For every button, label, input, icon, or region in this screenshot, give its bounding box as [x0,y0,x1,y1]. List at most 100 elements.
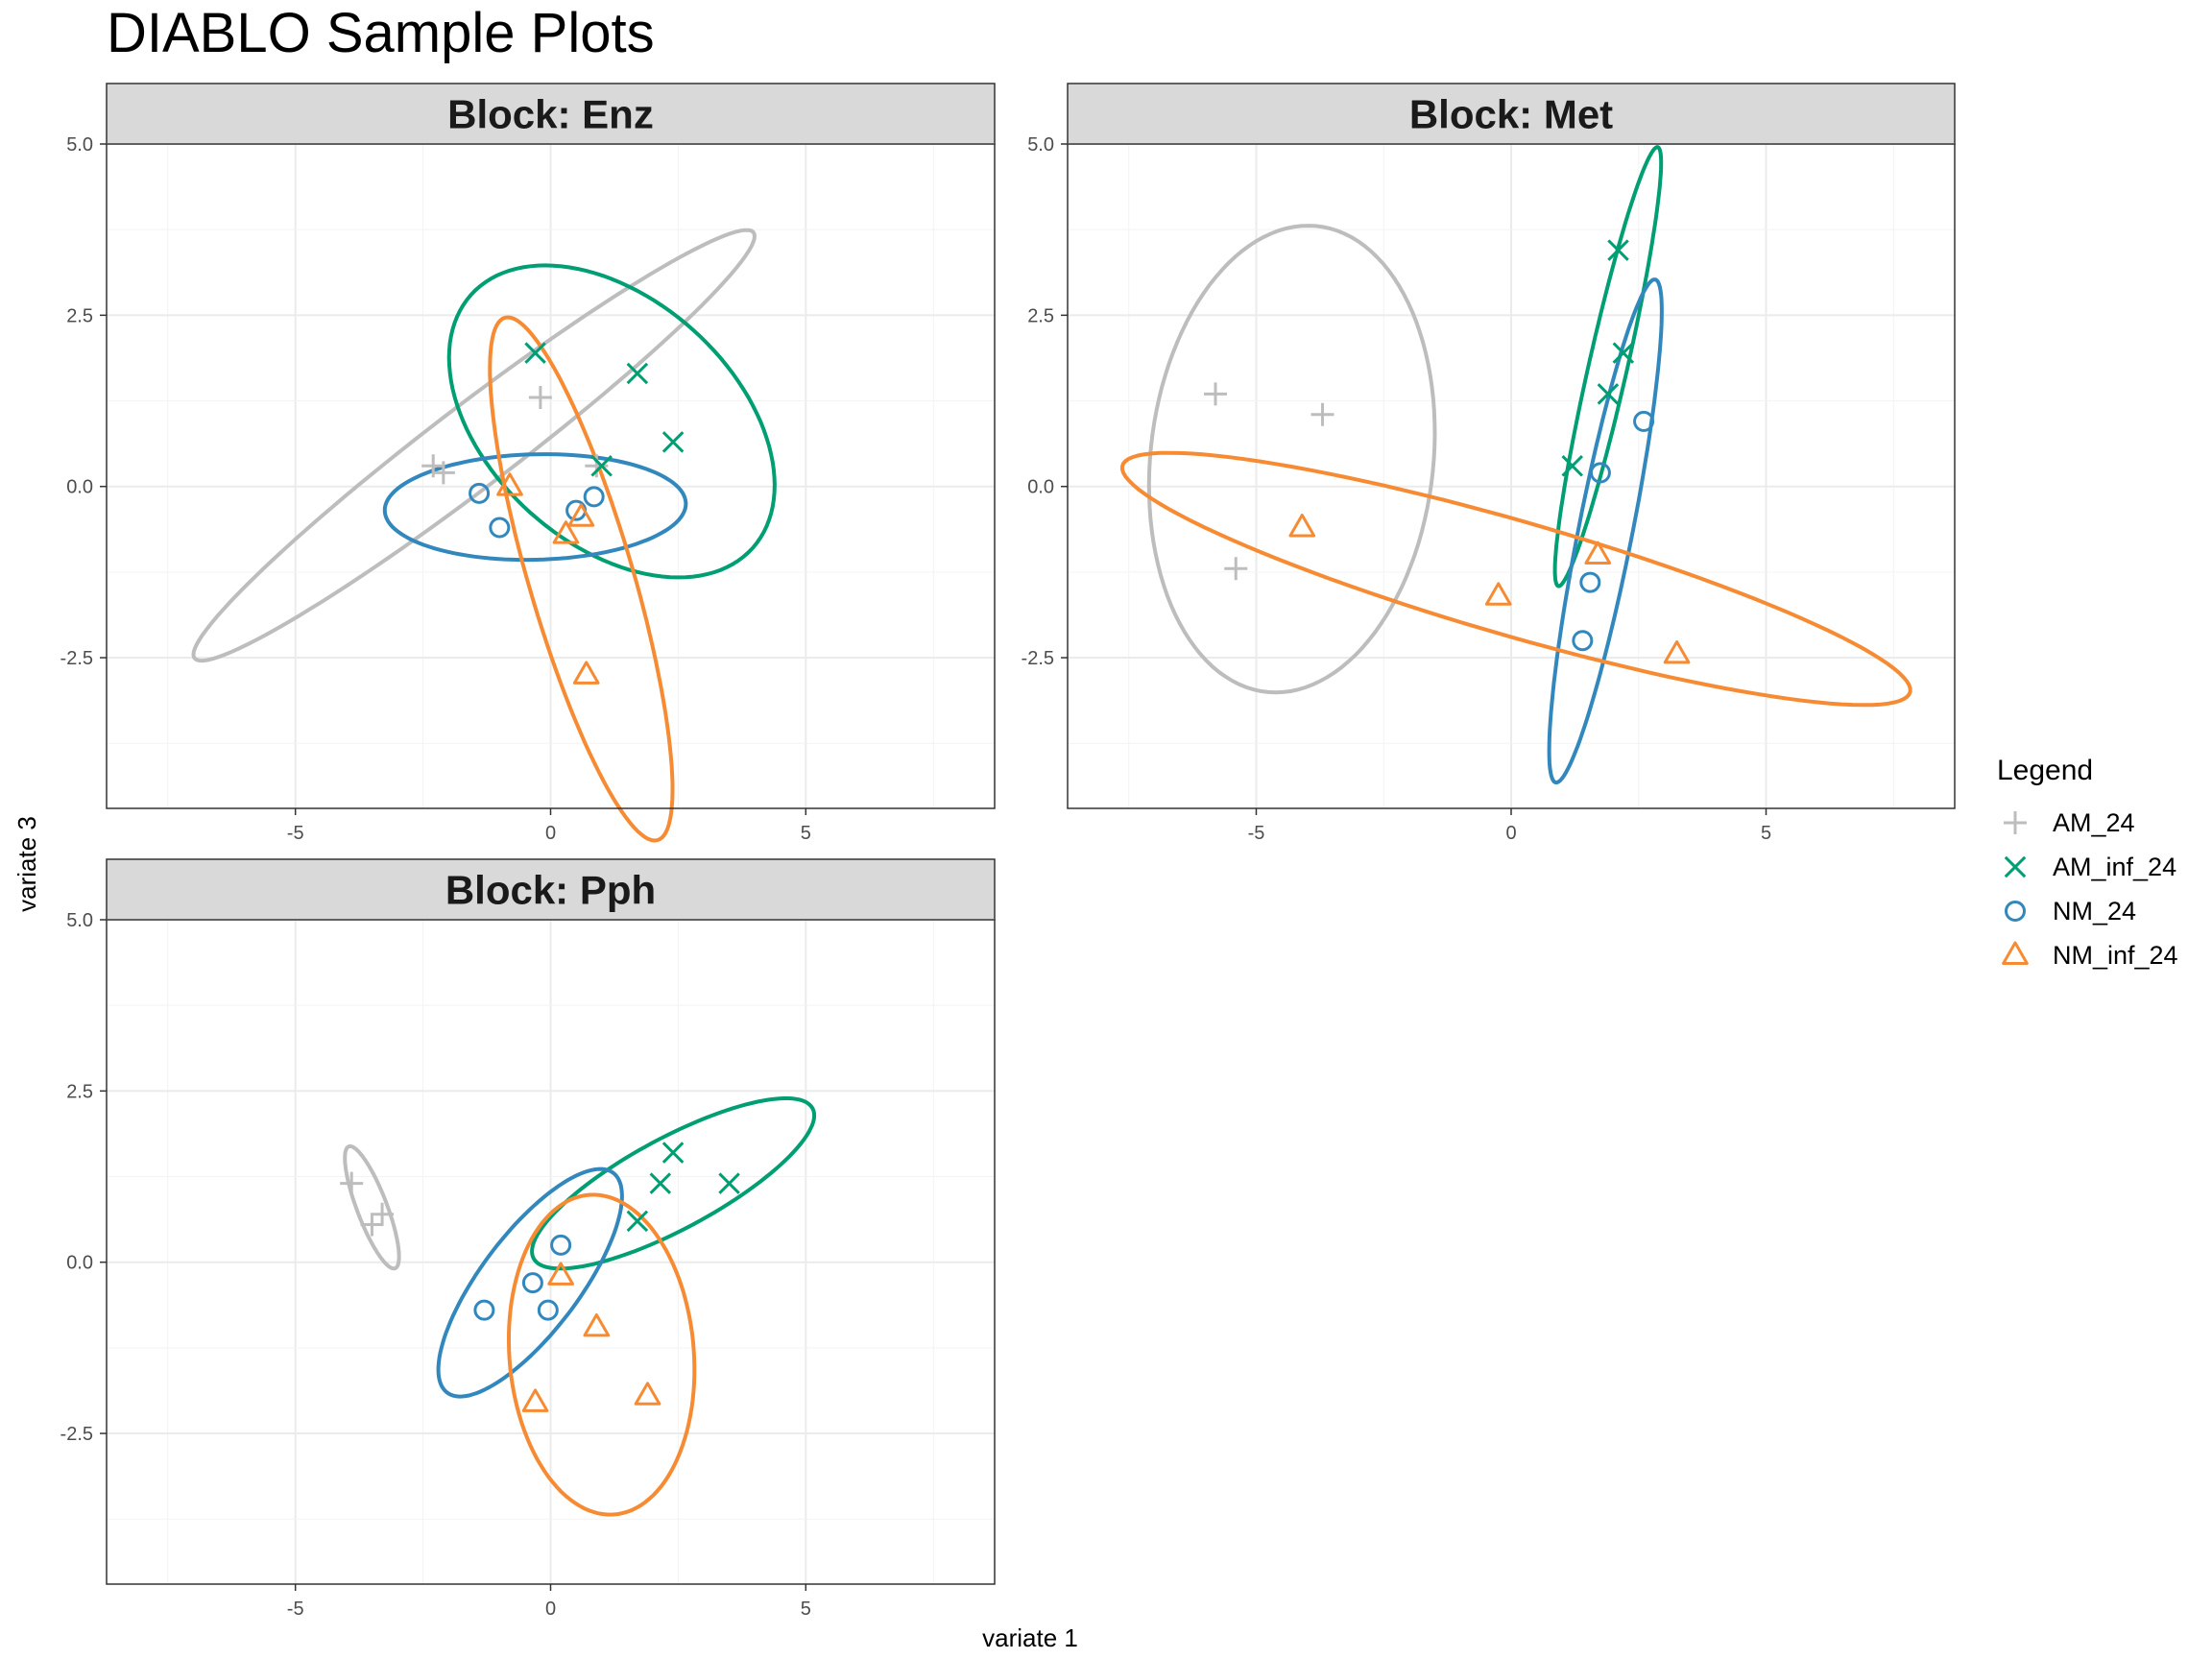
legend-title: Legend [1997,755,2093,786]
point-nm-24 [583,486,605,508]
panel-strip [106,83,996,145]
legend-key-plus [2004,811,2027,834]
point-am-24 [360,1213,384,1237]
point-nm-24 [537,1299,559,1321]
x-tick-label: 0 [545,1599,556,1620]
ellipse-am-inf-24 [530,1096,817,1271]
point-nm-inf-24 [521,1388,549,1412]
point-am-24 [1204,382,1227,406]
point-am-inf-24 [1607,239,1629,261]
x-tick-label: -5 [1248,823,1265,844]
legend-item-am-24: AM_24 [2004,808,2135,837]
confidence-ellipses [343,1096,817,1517]
x-tick-label: -5 [287,823,304,844]
y-tick-label: -2.5 [60,1424,93,1445]
x-tick-label: 5 [1761,823,1771,844]
point-am-inf-24 [1561,455,1583,477]
y-tick-label: 2.5 [66,1081,93,1102]
point-am-inf-24 [626,1210,649,1233]
point-am-24 [1224,557,1248,581]
point-nm-24 [521,1272,543,1294]
point-nm-24 [489,517,511,539]
legend-key-circle [2005,901,2026,922]
y-tick-label: -2.5 [60,648,93,669]
point-nm-inf-24 [583,1312,611,1337]
ellipse-am-24 [191,228,757,663]
point-am-24 [371,1202,395,1226]
y-tick-label: 0.0 [66,1253,93,1274]
point-am-inf-24 [649,1172,672,1194]
point-am-inf-24 [626,362,649,385]
point-nm-inf-24 [552,520,580,544]
data-points [340,1142,740,1412]
panel-1: Block: Enz -5 0 5 -2.5 0.0 2.5 5.0 [60,83,996,844]
legend-label: NM_24 [2053,897,2136,926]
point-am-24 [528,385,552,409]
x-axis-title: variate 1 [982,1623,1078,1652]
point-am-inf-24 [1597,383,1620,405]
point-nm-24 [1579,571,1601,593]
x-tick-label: -5 [287,1599,304,1620]
panel-strip [106,858,996,921]
point-nm-24 [469,482,491,504]
point-am-inf-24 [590,455,613,477]
x-tick-label: 0 [545,823,556,844]
point-nm-inf-24 [567,503,595,527]
point-am-inf-24 [718,1172,740,1194]
ellipse-am-inf-24 [446,263,777,580]
legend-label: AM_inf_24 [2053,853,2176,881]
legend-item-nm-inf-24: NM_inf_24 [2002,941,2178,970]
point-nm-24 [1589,462,1611,484]
point-nm-24 [550,1234,572,1256]
point-nm-inf-24 [496,472,523,496]
point-am-24 [340,1171,364,1195]
y-axis-title: variate 3 [12,816,41,912]
x-tick-label: 5 [801,823,811,844]
panel-strip-label: Block: Enz [447,92,654,137]
legend-label: NM_inf_24 [2053,941,2178,970]
point-nm-inf-24 [1484,582,1512,606]
ellipse-am-24 [1146,224,1437,695]
ellipse-nm-inf-24 [488,315,675,843]
data-points [421,342,685,685]
y-tick-label: 5.0 [66,910,93,931]
ellipse-nm-inf-24 [1120,450,1912,708]
point-nm-inf-24 [1663,639,1691,664]
x-tick-label: 0 [1505,823,1516,844]
ellipse-nm-24 [1547,277,1664,785]
y-tick-label: 2.5 [66,305,93,326]
y-tick-label: 2.5 [1027,305,1054,326]
point-am-inf-24 [1612,342,1635,364]
facet-panels: Block: Enz -5 0 5 -2.5 0.0 2.5 5.0 Block: Met -5 0… [60,83,1956,1620]
ellipse-am-24 [343,1143,401,1271]
point-am-inf-24 [661,1142,685,1164]
point-am-inf-24 [661,431,685,453]
legend: Legend AM_24 AM_inf_24 NM_24 NM_inf_24 [1997,755,2178,970]
chart-title: DIABLO Sample Plots [107,2,655,64]
data-points [1204,239,1691,664]
x-tick-label: 5 [801,1599,811,1620]
ellipse-nm-inf-24 [507,1192,697,1517]
panel-strip-label: Block: Met [1409,92,1613,137]
point-nm-inf-24 [547,1262,574,1286]
point-nm-inf-24 [634,1382,661,1406]
gridlines [107,919,995,1584]
point-am-24 [1310,402,1334,426]
point-nm-inf-24 [572,661,600,685]
point-nm-24 [473,1299,495,1321]
y-tick-label: 5.0 [66,134,93,156]
legend-key-cross [2004,855,2027,878]
y-tick-label: 0.0 [1027,477,1054,498]
point-nm-24 [1633,410,1655,432]
point-am-inf-24 [524,342,546,364]
legend-item-am-inf-24: AM_inf_24 [2004,853,2176,881]
point-nm-inf-24 [1288,514,1316,538]
y-tick-label: -2.5 [1022,648,1054,669]
point-nm-inf-24 [1584,541,1612,565]
ellipse-nm-24 [436,1166,624,1399]
panel-3: Block: Pph -5 0 5 -2.5 0.0 2.5 5.0 [60,858,996,1620]
panel-strip-label: Block: Pph [445,868,656,913]
legend-label: AM_24 [2053,808,2135,837]
point-am-24 [431,461,455,485]
